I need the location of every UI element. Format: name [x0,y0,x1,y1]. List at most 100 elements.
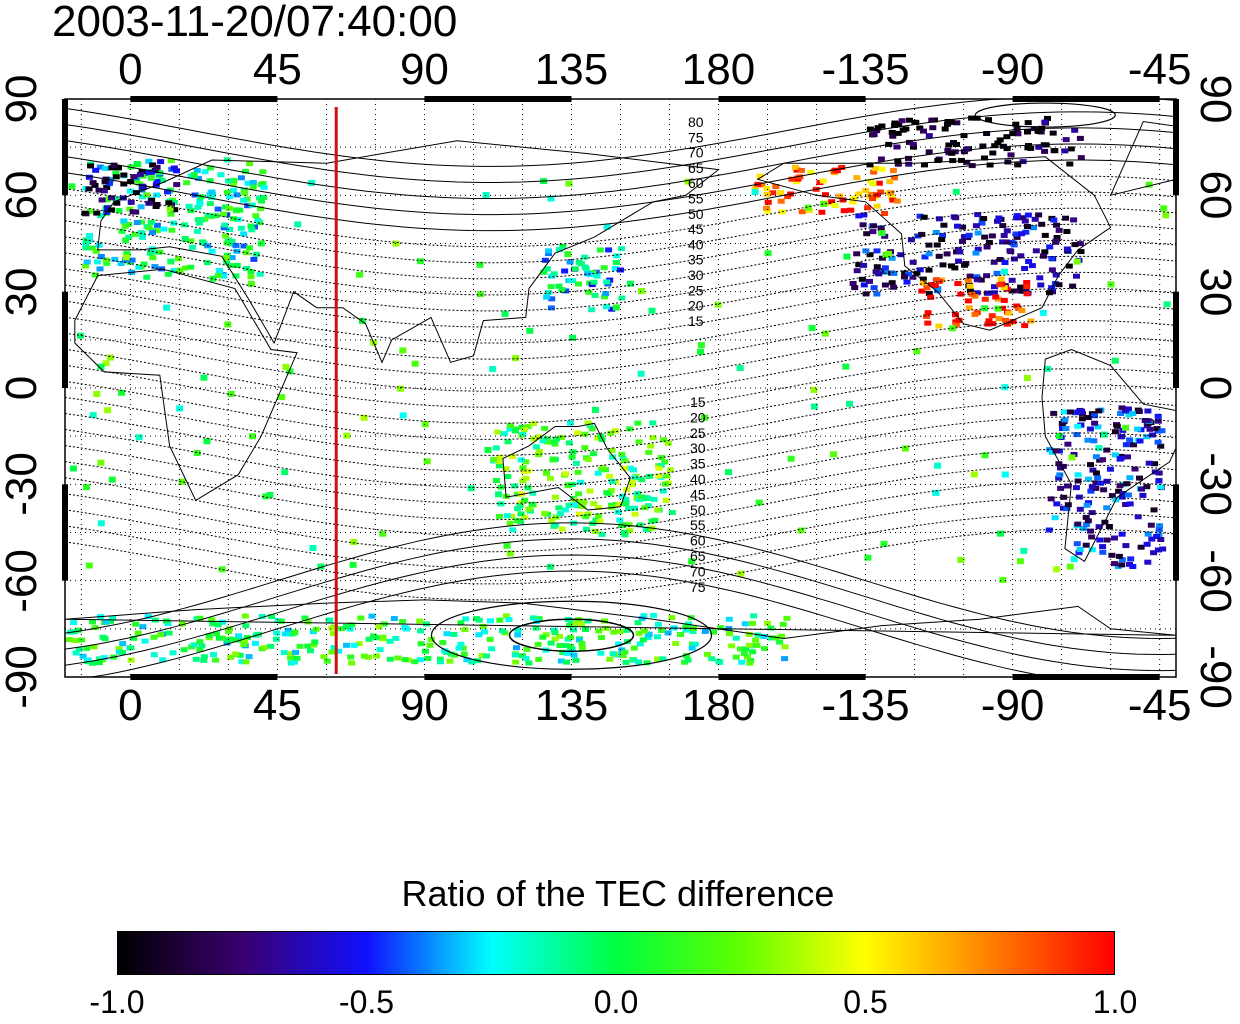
data-pixel [1076,506,1084,512]
data-pixel [477,291,485,297]
data-pixel [1134,514,1142,520]
data-pixel [1147,522,1155,528]
data-pixel [997,276,1005,282]
data-pixel [88,245,96,251]
data-pixel [220,211,228,217]
contour-line [65,368,1176,440]
data-pixel [243,635,251,640]
left-tick-label: -60 [0,548,46,613]
data-pixel [655,473,663,479]
data-pixel [95,242,103,248]
data-pixel [214,273,222,279]
data-pixel [1143,434,1151,440]
data-pixel [821,330,829,337]
data-pixel [68,183,76,190]
data-pixel [952,322,960,328]
data-pixel [1144,531,1152,537]
data-pixel [959,224,967,230]
magnetic-contours [65,99,1176,677]
data-pixel [562,643,570,649]
data-pixel [672,641,680,646]
data-pixel [710,629,718,635]
data-pixel [217,172,225,178]
data-pixel [113,200,121,206]
data-pixel [994,305,1002,312]
data-pixel [545,248,553,254]
data-pixel [165,630,173,636]
data-pixel [736,365,744,371]
data-pixel [548,518,556,523]
data-pixel [426,642,434,648]
data-pixel [1163,301,1171,308]
data-pixel [502,466,510,472]
data-pixel [916,213,924,219]
data-pixel [208,194,215,200]
data-pixel [149,162,157,168]
contour-label: 40 [690,471,706,487]
data-pixel [562,507,570,513]
data-pixel [889,168,897,174]
data-pixel [1087,462,1094,468]
data-pixel [955,317,963,323]
data-pixel [355,641,363,647]
data-pixel [569,278,577,284]
data-pixel [521,514,529,520]
data-pixel [954,281,962,287]
data-pixel [492,445,500,451]
data-pixel [368,613,376,619]
data-pixel [483,653,490,659]
data-pixel [940,222,948,228]
data-pixel [626,280,634,287]
top-tick-label: 180 [681,45,756,94]
data-pixel [144,614,152,619]
contour-line [65,352,1176,424]
data-pixel [519,478,527,484]
data-pixel [173,182,181,188]
colorbar-tick-label: 0.0 [593,984,639,1020]
data-pixel [1085,476,1092,482]
data-pixel [924,310,932,316]
data-pixel [222,233,230,239]
data-pixel [943,251,951,257]
data-pixel [643,660,651,666]
data-pixel [370,633,378,639]
data-pixel [330,631,337,637]
data-pixel [1048,285,1056,291]
data-pixel [590,501,598,507]
data-pixel [373,653,380,659]
data-pixel [1064,502,1072,508]
data-pixel [598,635,605,640]
data-pixel [539,634,547,640]
data-pixel [985,318,993,324]
data-pixel [1078,416,1086,422]
data-pixel [636,641,644,647]
data-pixel [508,513,515,519]
data-pixel [535,656,543,662]
data-pixel [394,655,402,661]
data-pixel [880,540,888,547]
data-pixel [143,274,151,280]
data-pixel [1055,227,1063,233]
data-pixel [459,645,467,651]
data-pixel [650,612,658,618]
data-pixel [995,215,1003,221]
data-pixel [855,213,863,219]
data-pixel [797,167,805,173]
data-pixel [1062,215,1070,221]
data-pixel [571,266,579,272]
data-pixel [157,159,165,165]
data-pixel [769,190,777,196]
data-pixel [160,226,168,232]
data-pixel [668,615,676,621]
data-pixel [925,251,933,257]
data-pixel [517,457,525,463]
data-pixel [153,179,161,184]
data-pixel [252,251,260,257]
data-pixel [547,195,555,202]
data-pixel [1061,148,1069,154]
data-pixel [1095,408,1103,414]
data-pixel [582,514,590,520]
data-pixel [952,188,960,195]
data-pixel [240,197,248,203]
data-pixel [223,640,231,646]
